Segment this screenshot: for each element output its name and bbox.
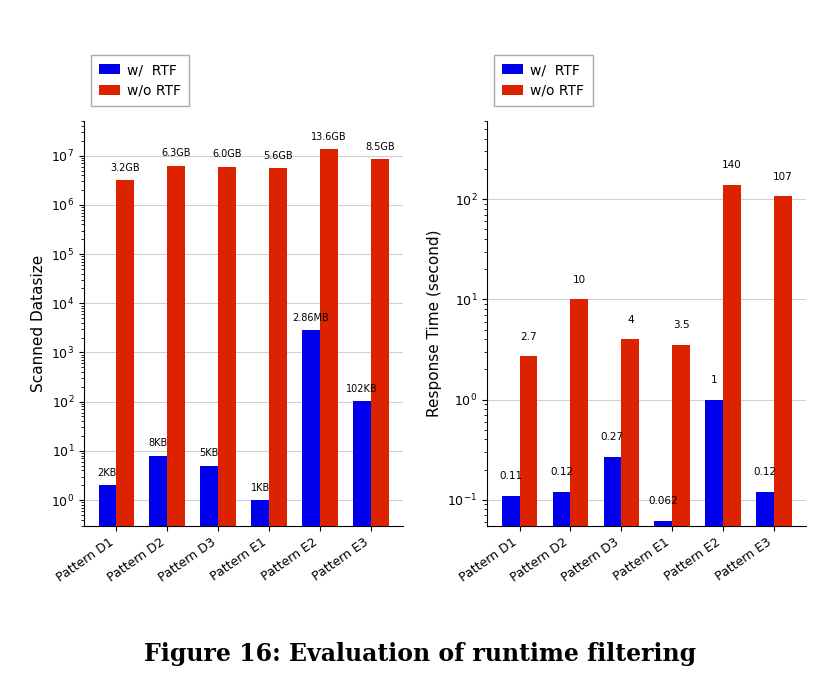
Text: 0.11: 0.11: [499, 471, 522, 481]
Bar: [603, 456, 622, 674]
Text: 5.6GB: 5.6GB: [263, 151, 293, 161]
Bar: [654, 520, 672, 674]
Bar: [218, 166, 236, 674]
Text: 6.3GB: 6.3GB: [161, 148, 191, 158]
Text: 2.86MB: 2.86MB: [292, 313, 329, 323]
Text: 10: 10: [573, 275, 586, 285]
Bar: [723, 185, 741, 674]
Text: Figure 16: Evaluation of runtime filtering: Figure 16: Evaluation of runtime filteri…: [144, 642, 696, 666]
Text: 4: 4: [627, 315, 633, 325]
Text: 3.5: 3.5: [673, 320, 690, 330]
Bar: [570, 299, 588, 674]
Bar: [706, 400, 723, 674]
Legend: w/  RTF, w/o RTF: w/ RTF, w/o RTF: [91, 55, 189, 106]
Bar: [622, 339, 639, 674]
Bar: [756, 492, 774, 674]
Text: 3.2GB: 3.2GB: [110, 163, 140, 173]
Text: 1KB: 1KB: [250, 483, 270, 493]
Text: 140: 140: [722, 160, 742, 170]
Text: 8.5GB: 8.5GB: [365, 142, 395, 152]
Bar: [200, 466, 218, 674]
Legend: w/  RTF, w/o RTF: w/ RTF, w/o RTF: [494, 55, 592, 106]
Text: 1: 1: [711, 375, 717, 385]
Text: 13.6GB: 13.6GB: [311, 132, 347, 142]
Text: 102KB: 102KB: [346, 384, 378, 394]
Bar: [98, 485, 116, 674]
Text: 107: 107: [773, 172, 793, 182]
Bar: [501, 495, 519, 674]
Bar: [553, 492, 570, 674]
Bar: [302, 330, 320, 674]
Bar: [353, 401, 371, 674]
Text: 8KB: 8KB: [149, 438, 168, 448]
Text: 0.062: 0.062: [648, 496, 678, 506]
Text: 2KB: 2KB: [97, 468, 117, 478]
Bar: [167, 166, 185, 674]
Text: 0.12: 0.12: [550, 467, 573, 477]
Text: 5KB: 5KB: [200, 448, 219, 458]
Bar: [371, 159, 389, 674]
Text: 0.27: 0.27: [601, 432, 624, 442]
Y-axis label: Scanned Datasize: Scanned Datasize: [31, 255, 45, 392]
Bar: [320, 149, 338, 674]
Bar: [150, 456, 167, 674]
Bar: [116, 180, 134, 674]
Bar: [269, 168, 287, 674]
Bar: [519, 357, 538, 674]
Text: 0.12: 0.12: [753, 467, 777, 477]
Text: 2.7: 2.7: [520, 332, 537, 342]
Bar: [251, 500, 269, 674]
Bar: [672, 345, 690, 674]
Y-axis label: Response Time (second): Response Time (second): [427, 230, 442, 417]
Bar: [774, 196, 792, 674]
Text: 6.0GB: 6.0GB: [213, 150, 242, 160]
